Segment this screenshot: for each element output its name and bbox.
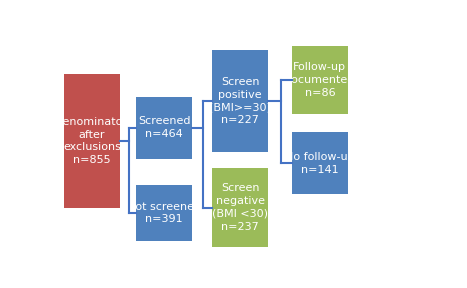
Text: Not screened
n=391: Not screened n=391	[127, 202, 201, 224]
FancyBboxPatch shape	[212, 168, 268, 247]
FancyBboxPatch shape	[136, 97, 192, 159]
Text: Screen
negative
(BMI <30)
n=237: Screen negative (BMI <30) n=237	[212, 183, 268, 232]
FancyBboxPatch shape	[292, 132, 348, 194]
FancyBboxPatch shape	[212, 50, 268, 152]
Text: Screened
n=464: Screened n=464	[138, 116, 191, 139]
Text: Denominator
after
exclusions
n=855: Denominator after exclusions n=855	[56, 117, 128, 165]
FancyBboxPatch shape	[64, 75, 120, 208]
Text: Follow-up
documented
n=86: Follow-up documented n=86	[285, 62, 355, 98]
FancyBboxPatch shape	[136, 185, 192, 241]
Text: Screen
positive
(BMI>=30)
n=227: Screen positive (BMI>=30) n=227	[209, 77, 271, 125]
Text: No follow-up
n=141: No follow-up n=141	[285, 152, 354, 175]
FancyBboxPatch shape	[292, 46, 348, 114]
